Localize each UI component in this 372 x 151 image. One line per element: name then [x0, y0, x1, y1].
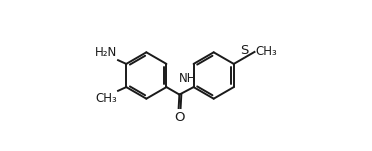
Text: S: S	[240, 44, 248, 57]
Text: O: O	[174, 111, 185, 124]
Text: CH₃: CH₃	[255, 45, 277, 58]
Text: NH: NH	[179, 72, 196, 85]
Text: CH₃: CH₃	[96, 92, 118, 105]
Text: H₂N: H₂N	[95, 46, 117, 59]
